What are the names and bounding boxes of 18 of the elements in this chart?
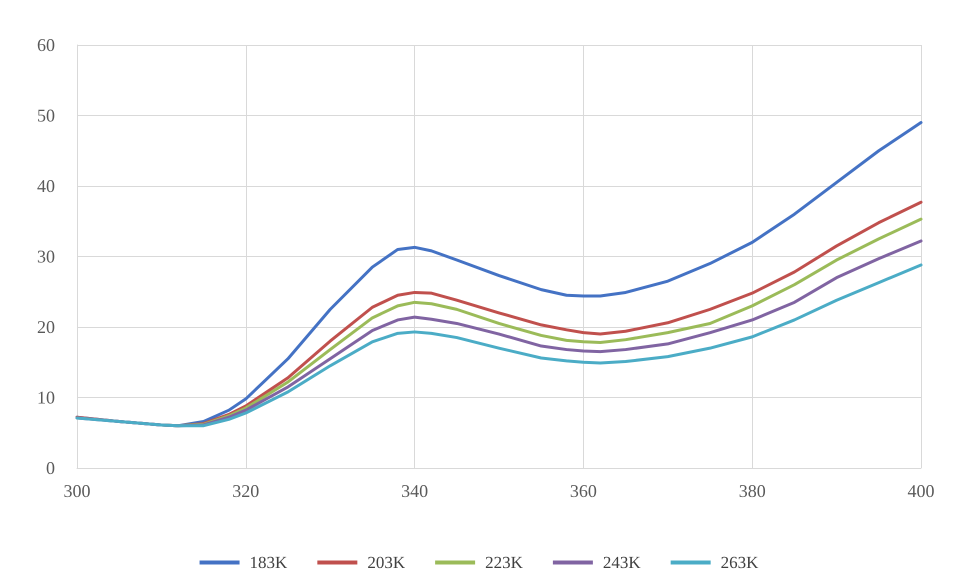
y-tick-label: 40: [37, 176, 55, 196]
x-tick-label: 340: [401, 481, 428, 501]
legend-label: 223K: [485, 553, 524, 572]
x-tick-label: 380: [738, 481, 766, 501]
legend-label: 243K: [602, 553, 642, 572]
x-tick-label: 360: [570, 481, 597, 501]
y-tick-label: 10: [37, 388, 55, 408]
x-tick-label: 320: [232, 481, 260, 501]
x-tick-label: 400: [908, 481, 934, 501]
x-tick-label: 300: [64, 481, 90, 501]
legend-label: 263K: [720, 553, 760, 572]
y-tick-label: 20: [37, 317, 55, 337]
y-tick-label: 30: [37, 246, 55, 266]
y-tick-label: 60: [37, 35, 55, 55]
y-tick-label: 50: [37, 106, 55, 126]
y-tick-label: 0: [46, 458, 55, 478]
legend-label: 183K: [250, 553, 288, 572]
legend-label: 203K: [367, 553, 406, 572]
